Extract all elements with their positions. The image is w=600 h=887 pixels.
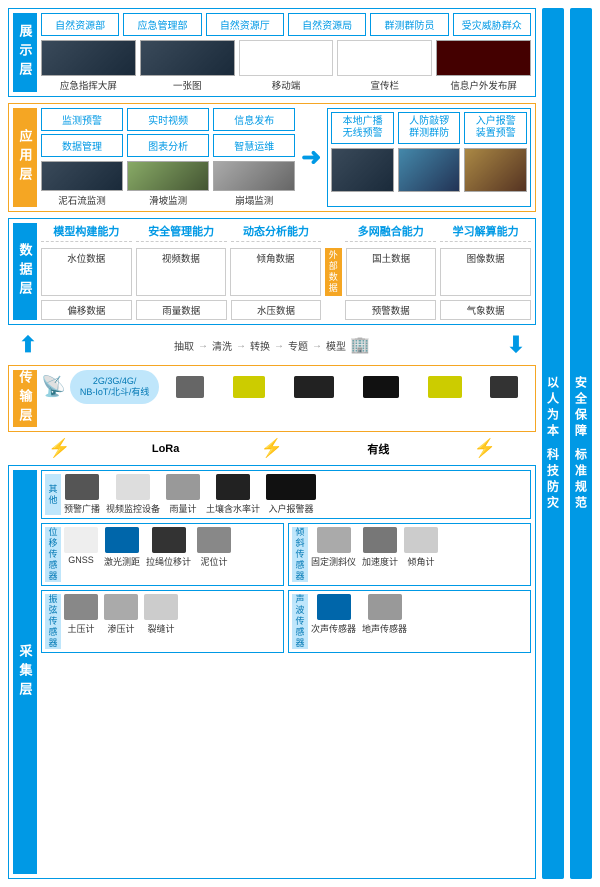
device-icon	[490, 376, 518, 398]
side-column-2: 安全保障标准规范	[570, 8, 592, 879]
display-img	[436, 40, 531, 76]
display-img	[41, 40, 136, 76]
tower-icon: 📡	[41, 374, 66, 399]
display-img	[239, 40, 334, 76]
layer-label-data: 数据层	[13, 223, 37, 320]
org-tag: 自然资源局	[288, 13, 366, 36]
sensor-group-other: 其他 预警广播 视频监控设备 雨量计 土壤含水率计 入户报警器	[41, 470, 531, 519]
ext-data-tag: 外部数据	[325, 248, 342, 296]
display-img	[140, 40, 235, 76]
device-icon	[428, 376, 462, 398]
layer-label-display: 展示层	[13, 13, 37, 92]
trans-layer: 传输层 📡 2G/3G/4G/ NB-IoT/北斗/有线	[8, 365, 536, 432]
scene-img	[331, 148, 394, 192]
org-tag: 自然资源厅	[206, 13, 284, 36]
scene-img	[398, 148, 461, 192]
layer-label-collect: 采集层	[13, 470, 37, 874]
device-icon	[233, 376, 265, 398]
sensor-group-tilt: 倾斜传感器 固定测斜仪 加速度计 倾角计	[288, 523, 531, 586]
org-tag: 自然资源部	[41, 13, 119, 36]
org-tag: 应急管理部	[123, 13, 201, 36]
data-flow: 抽取→ 清洗→ 转换→ 专题→ 模型 🏢	[52, 331, 492, 359]
device-icon	[294, 376, 334, 398]
org-tag: 受灾威胁群众	[453, 13, 531, 36]
monitor-img	[41, 161, 123, 191]
bolt-icon: ⚡	[261, 438, 283, 459]
sensor-group-acoustic: 声波传感器 次声传感器 地声传感器	[288, 590, 531, 653]
layer-label-trans: 传输层	[13, 370, 37, 427]
arrow-up-icon: ⬆	[8, 332, 48, 358]
monitor-img	[213, 161, 295, 191]
display-img	[337, 40, 432, 76]
cloud-networks: 2G/3G/4G/ NB-IoT/北斗/有线	[70, 370, 160, 404]
arrow-down-icon: ⬇	[496, 332, 536, 358]
collect-layer: 采集层 其他 预警广播 视频监控设备 雨量计 土壤含水率计 入户报警器 位移传感…	[8, 465, 536, 879]
layer-label-app: 应用层	[13, 108, 37, 207]
arrow-right-icon: ➜	[299, 108, 323, 207]
monitor-img	[127, 161, 209, 191]
side-column-1: 以人为本科技防灾	[542, 8, 564, 879]
sensor-group-vibwire: 振弦传感器 土压计 渗压计 裂缝计	[41, 590, 284, 653]
org-tag: 群测群防员	[370, 13, 448, 36]
bolt-icon: ⚡	[474, 438, 496, 459]
scene-img	[464, 148, 527, 192]
device-icon	[363, 376, 399, 398]
data-layer: 数据层 模型构建能力 安全管理能力 动态分析能力 多网融合能力 学习解算能力 水…	[8, 218, 536, 325]
bolt-icon: ⚡	[48, 438, 70, 459]
sensor-group-displacement: 位移传感器 GNSS 激光测距 拉绳位移计 泥位计	[41, 523, 284, 586]
display-layer: 展示层 自然资源部 应急管理部 自然资源厅 自然资源局 群测群防员 受灾威胁群众…	[8, 8, 536, 97]
app-layer: 应用层 监测预警 实时视频 信息发布 数据管理 图表分析 智慧运维 泥石流监测	[8, 103, 536, 212]
device-icon	[176, 376, 204, 398]
